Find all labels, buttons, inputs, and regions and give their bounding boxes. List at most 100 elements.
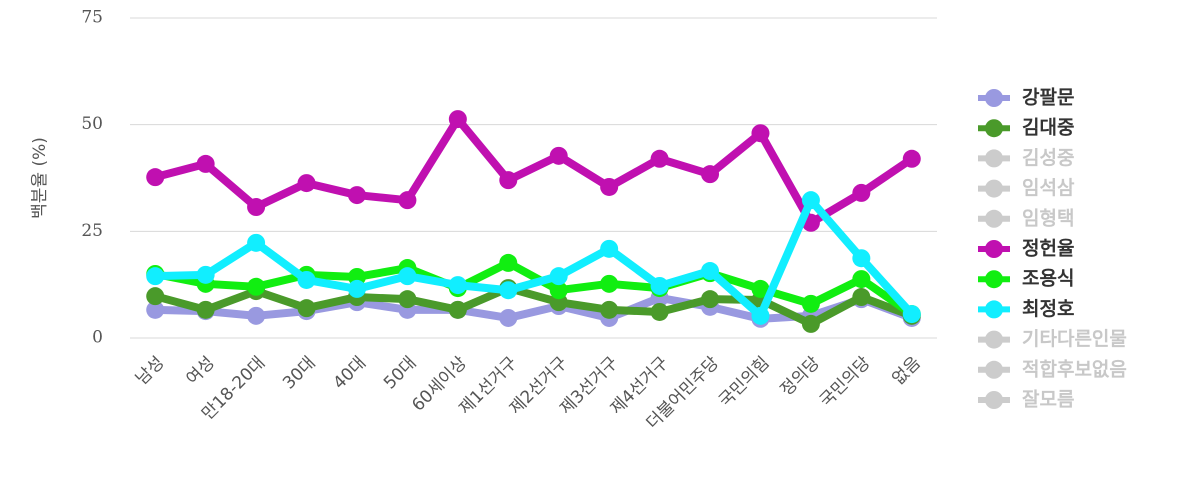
legend-swatch: [985, 209, 1003, 228]
legend-item[interactable]: 김성중: [978, 147, 1074, 169]
x-tick-label: 50대: [380, 353, 421, 394]
point: [701, 262, 720, 281]
legend-swatch: [985, 270, 1003, 289]
legend-label: 최정호: [1022, 298, 1074, 320]
legend-swatch: [985, 119, 1003, 138]
legend-swatch: [985, 360, 1003, 379]
point: [852, 249, 871, 268]
point: [398, 191, 417, 210]
legend-swatch: [985, 179, 1003, 198]
y-tick-label: 50: [81, 114, 103, 134]
x-tick-label: 정의당: [777, 353, 825, 401]
point: [701, 290, 720, 309]
point: [247, 233, 266, 252]
point: [751, 306, 770, 325]
legend-swatch: [985, 149, 1003, 168]
point: [902, 149, 921, 168]
legend-label: 정헌율: [1022, 238, 1074, 260]
point: [448, 276, 467, 295]
y-tick-label: 0: [92, 328, 103, 348]
series-line: [154, 115, 915, 227]
point: [196, 265, 215, 284]
legend-label: 김대중: [1022, 117, 1074, 139]
point: [499, 308, 518, 327]
series-line: [155, 196, 915, 320]
point: [650, 302, 669, 321]
x-tick-label: 국민의힘: [715, 353, 773, 411]
point: [852, 270, 871, 289]
point: [196, 154, 215, 173]
legend-swatch: [985, 391, 1003, 409]
point: [499, 171, 518, 190]
point: [801, 294, 820, 313]
legend-label: 임형택: [1022, 207, 1074, 229]
point: [852, 288, 871, 307]
x-tick-label: 여성: [182, 353, 218, 389]
legend-swatch: [985, 89, 1003, 107]
point: [448, 300, 467, 319]
point: [196, 300, 215, 319]
point: [650, 149, 669, 168]
point: [549, 281, 568, 300]
point: [549, 267, 568, 286]
series-line: [154, 258, 915, 318]
point: [751, 124, 770, 143]
point: [499, 281, 518, 300]
x-tick-label: 국민의당: [816, 353, 875, 412]
legend-swatch: [985, 330, 1003, 349]
point: [650, 276, 669, 295]
point: [398, 267, 417, 286]
legend-item[interactable]: 임석삼: [978, 177, 1075, 199]
point: [549, 146, 568, 165]
point: [852, 183, 871, 202]
point: [247, 306, 266, 325]
point: [600, 239, 619, 258]
legend-item[interactable]: 조용식: [978, 268, 1074, 290]
y-axis-label: 백분율 (%): [30, 137, 50, 219]
point: [801, 191, 820, 210]
legend-swatch: [985, 240, 1003, 258]
legend-label: 기타다른인물: [1022, 328, 1127, 350]
point: [146, 300, 165, 319]
legend-label: 김성중: [1022, 147, 1074, 169]
point: [347, 186, 366, 205]
x-tick-label: 30대: [279, 353, 320, 394]
legend-item[interactable]: 김대중: [978, 117, 1074, 139]
legend-item[interactable]: 정헌율: [978, 238, 1074, 260]
legend-label: 강팔문: [1022, 87, 1074, 109]
point: [600, 177, 619, 196]
legend-label: 임석삼: [1022, 177, 1075, 199]
point: [347, 279, 366, 298]
legend-item[interactable]: 최정호: [978, 298, 1074, 320]
point: [902, 305, 921, 324]
series-line: [155, 293, 914, 323]
y-tick-label: 75: [81, 8, 103, 28]
legend-label: 잘모름: [1022, 389, 1074, 411]
point: [146, 168, 165, 187]
legend-label: 조용식: [1022, 268, 1074, 290]
x-tick-label: 없음: [889, 353, 925, 389]
legend-item[interactable]: 기타다른인물: [978, 328, 1127, 350]
series-line: [154, 284, 914, 328]
point: [247, 198, 266, 217]
y-tick-label: 25: [81, 221, 103, 241]
legend-label: 적합후보없음: [1022, 358, 1127, 380]
point: [398, 290, 417, 309]
point: [297, 174, 316, 193]
point: [297, 299, 316, 318]
point: [701, 165, 720, 184]
legend-swatch: [985, 300, 1003, 319]
legend-item[interactable]: 임형택: [978, 207, 1074, 229]
legend-item[interactable]: 적합후보없음: [978, 358, 1127, 380]
legend-item[interactable]: 강팔문: [978, 87, 1074, 109]
legend-item[interactable]: 잘모름: [978, 389, 1074, 411]
point: [448, 110, 467, 129]
point: [499, 253, 518, 272]
x-tick-label: 40대: [330, 353, 371, 394]
point: [600, 274, 619, 293]
point: [600, 300, 619, 319]
point: [297, 270, 316, 289]
point: [751, 279, 770, 298]
point: [146, 267, 165, 286]
